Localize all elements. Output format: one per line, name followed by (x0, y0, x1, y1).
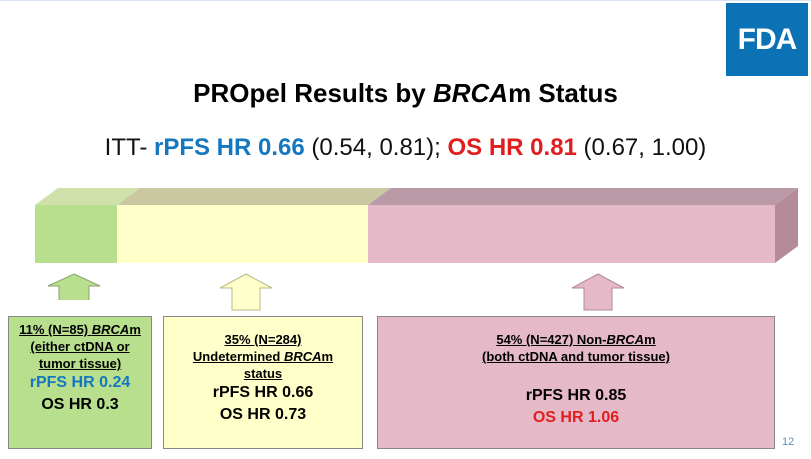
itt-os-ci: (0.67, 1.00) (576, 134, 707, 161)
bar-segment-brcam (35, 205, 117, 263)
undetermined-subtitle-1: Undetermined BRCAm (164, 348, 362, 365)
brcam-subtitle-1: (either ctDNA or (30, 339, 130, 354)
bar-top-green (35, 188, 140, 205)
brcam-heading-b: m (129, 322, 141, 337)
non-brcam-heading-a: 54% (N=427) Non- (496, 332, 607, 347)
undetermined-subtitle-2: status (243, 366, 283, 381)
undetermined-heading: 35% (N=284) (224, 332, 302, 347)
undetermined-sub-a: Undetermined (192, 349, 284, 364)
brcam-heading-a: 11% (N=85) (19, 322, 92, 337)
brcam-heading-italic: BRCA (91, 322, 130, 337)
slide-title: PROpel Results by BRCAm Status (0, 78, 811, 109)
bar-segment-undetermined (117, 205, 368, 263)
fda-logo-text: FDA (737, 22, 798, 56)
undetermined-os: OS HR 0.73 (219, 406, 307, 423)
bar-segment-non-brcam (368, 205, 775, 263)
non-brcam-heading-b: m (644, 332, 656, 347)
group-box-undetermined: 35% (N=284) Undetermined BRCAm status rP… (163, 316, 363, 449)
brcam-heading: 11% (N=85) BRCAm (9, 321, 151, 338)
undetermined-sub-italic: BRCA (283, 349, 322, 364)
title-italic: BRCA (432, 78, 509, 108)
arrow-up-yellow (219, 273, 273, 311)
non-brcam-rpfs: rPFS HR 0.85 (525, 387, 627, 404)
itt-summary: ITT- rPFS HR 0.66 (0.54, 0.81); OS HR 0.… (0, 134, 811, 162)
title-part2: m Status (508, 78, 618, 108)
page-number: 12 (782, 436, 795, 448)
proportion-bar (35, 188, 798, 300)
itt-os-value: 0.81 (530, 134, 577, 161)
itt-os-label: OS HR (447, 134, 531, 161)
undetermined-sub-b: m (321, 349, 334, 364)
non-brcam-os: OS HR 1.06 (532, 409, 620, 426)
title-part1: PROpel Results by (193, 78, 433, 108)
brcam-os: OS HR 0.3 (41, 396, 119, 413)
bar-top-pink (368, 188, 798, 205)
itt-rpfs-value: 0.66 (258, 134, 305, 161)
itt-prefix: ITT- (104, 134, 154, 161)
undetermined-rpfs: rPFS HR 0.66 (212, 384, 314, 401)
itt-rpfs-ci: (0.54, 0.81); (304, 134, 448, 161)
non-brcam-heading: 54% (N=427) Non-BRCAm (378, 331, 774, 348)
itt-os: OS HR 0.81 (447, 134, 576, 161)
brcam-rpfs: rPFS HR 0.24 (29, 374, 131, 391)
bar-top-yellow (117, 188, 391, 205)
group-box-brcam: 11% (N=85) BRCAm (either ctDNA or tumor … (8, 316, 152, 449)
non-brcam-subtitle: (both ctDNA and tumor tissue) (481, 349, 670, 364)
arrow-up-green (47, 273, 101, 300)
bar-side (775, 188, 798, 263)
top-divider (0, 0, 811, 1)
itt-rpfs: rPFS HR 0.66 (154, 134, 305, 161)
fda-logo: FDA (726, 3, 808, 76)
arrow-up-pink (571, 273, 625, 311)
non-brcam-heading-italic: BRCA (606, 332, 645, 347)
group-box-non-brcam: 54% (N=427) Non-BRCAm (both ctDNA and tu… (377, 316, 775, 449)
brcam-subtitle-2: tumor tissue) (38, 356, 122, 371)
itt-rpfs-label: rPFS HR (154, 134, 259, 161)
